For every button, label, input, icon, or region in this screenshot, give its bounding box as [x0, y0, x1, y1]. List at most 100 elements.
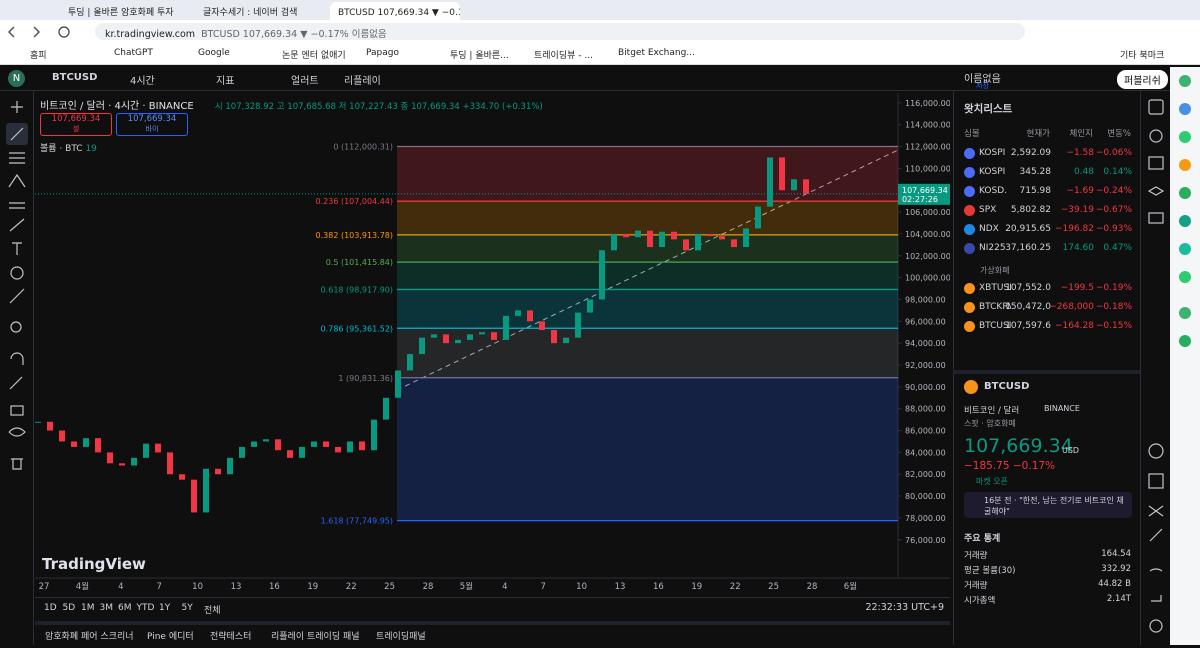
y-tick-label: 112,000.00: [905, 143, 950, 152]
bottom-tab[interactable]: 암호화폐 페어 스크리너: [45, 632, 134, 642]
url-field[interactable]: kr.tradingview.com BTCUSD 107,669.34 ▼ −…: [95, 23, 1025, 40]
watchlist-row[interactable]: NDX 20,915.65 −196.82 −0.93%: [954, 220, 1141, 239]
candle: [155, 443, 161, 453]
tool-icons[interactable]: [0, 91, 34, 481]
bottom-tab[interactable]: 트레이딩패널: [376, 632, 426, 642]
candle: [575, 312, 581, 338]
range-button[interactable]: 전체: [204, 606, 221, 616]
range-button[interactable]: 6M: [118, 603, 132, 613]
candle: [563, 337, 569, 344]
x-tick-label: 19: [691, 582, 702, 592]
stat-label: 평균 볼륨(30): [964, 566, 1016, 576]
publish[interactable]: 퍼블리쉬: [1117, 70, 1168, 89]
y-tick-label: 80,000.00: [905, 492, 946, 501]
bookmark[interactable]: 홈피: [30, 51, 47, 61]
tab[interactable]: BTCUSD 107,669.34 ▼ −0.17% 이름없음: [330, 2, 460, 20]
y-tick-label: 82,000.00: [905, 470, 946, 479]
bottom-tab[interactable]: Pine 에디터: [147, 632, 194, 642]
fib-label: 1 (90,831.36): [338, 374, 393, 383]
watchlist-row[interactable]: SPX 5,802.82 −39.19 −0.67%: [954, 201, 1141, 220]
sell-button[interactable]: 107,669.34 셀: [40, 113, 112, 136]
watchlist-row[interactable]: KOSD. 715.98 −1.69 −0.24%: [954, 182, 1141, 201]
price: 107,597.6: [1005, 321, 1051, 331]
bookmark[interactable]: Bitget Exchang...: [618, 48, 695, 58]
column-header: 변동%: [1107, 129, 1131, 139]
bookmark[interactable]: Papago: [366, 48, 399, 58]
symbol: NDX: [979, 224, 999, 234]
candle: [203, 468, 209, 513]
y-tick-label: 88,000.00: [905, 405, 946, 414]
range-button[interactable]: 5Y: [181, 603, 193, 613]
replay[interactable]: 리플레이: [344, 76, 381, 87]
symbol[interactable]: BTCUSD: [52, 72, 98, 83]
panel-price: 107,669.34: [964, 435, 1073, 457]
watchlist-row[interactable]: BTCKRV 150,472,0 −268,000 −0.18%: [954, 298, 1141, 317]
fib-zone: [397, 377, 898, 521]
bookmark[interactable]: Google: [198, 48, 230, 58]
bookmark[interactable]: 트레이딩뷰 - ...: [534, 51, 593, 61]
browser-sidebar: [1170, 67, 1200, 645]
candle: [383, 397, 389, 420]
watchlist-row[interactable]: NI225 37,160.25 174.60 0.47%: [954, 239, 1141, 258]
nav-buttons[interactable]: [6, 24, 86, 40]
watchlist-title[interactable]: 왓치리스트: [964, 103, 1013, 115]
candle: [671, 231, 677, 240]
fib-label: 0.5 (101,415.84): [326, 258, 393, 267]
bookmark[interactable]: 투딩 | 올바른...: [450, 51, 509, 61]
bottom-tab[interactable]: 전략테스터: [210, 632, 252, 642]
change: −164.28: [1054, 321, 1094, 331]
column-header: 체인지: [1069, 129, 1093, 139]
interval[interactable]: 4시간: [130, 76, 155, 87]
symbol: XBTUSI: [979, 283, 1011, 293]
watchlist-row[interactable]: KOSPI 345.28 0.48 0.14%: [954, 163, 1141, 182]
candle: [179, 474, 185, 480]
bookmarks-bar: 기타 북마크 홈피 ChatGPT Google 논문 엔터 없애기 Papago 투딩 …: [0, 43, 1200, 65]
y-tick-label: 94,000.00: [905, 339, 946, 348]
range-button[interactable]: 1Y: [159, 603, 171, 613]
watchlist-row[interactable]: XBTUSI 107,552.0 −199.5 −0.19%: [954, 279, 1141, 298]
indicators[interactable]: 지표: [216, 76, 235, 87]
buy-button[interactable]: 107,669.34 바이: [116, 113, 188, 136]
bookmark[interactable]: 논문 엔터 없애기: [282, 51, 346, 61]
tab[interactable]: 글자수세기 : 네이버 검색: [203, 8, 298, 18]
tab[interactable]: 투딩 | 올바른 암호화폐 투자: [68, 8, 174, 18]
range-button[interactable]: 5D: [62, 603, 76, 613]
x-tick-label: 25: [768, 582, 779, 592]
watchlist-row[interactable]: KOSPI 2,592.09 −1.58 −0.06%: [954, 144, 1141, 163]
x-tick-label: 27: [39, 582, 50, 592]
candle: [623, 233, 629, 238]
clock: 22:32:33 UTC+9: [865, 602, 944, 613]
stat-label: 거래량: [964, 551, 988, 561]
news[interactable]: 16분 전 · "한전, 남는 전기로 비트코인 채굴해야": [964, 492, 1132, 518]
layout-name[interactable]: 이름없음: [964, 74, 1001, 85]
bottom-tab[interactable]: 리플레이 트레이딩 패널: [271, 632, 360, 642]
range-button[interactable]: YTD: [136, 603, 155, 613]
last-price-box: [898, 183, 950, 205]
x-tick-label: 22: [346, 582, 357, 592]
bookmark[interactable]: ChatGPT: [114, 48, 153, 58]
y-tick-label: 100,000.00: [905, 274, 950, 283]
sidebar-icons[interactable]: [1170, 67, 1200, 367]
range-button[interactable]: 1D: [44, 603, 57, 613]
pct: 0.47%: [1103, 243, 1132, 253]
y-tick-label: 110,000.00: [905, 164, 950, 173]
candle: [611, 233, 617, 251]
panel-icons[interactable]: [1141, 91, 1171, 645]
price: 5,802.82: [1010, 205, 1051, 215]
candle: [119, 463, 125, 466]
candle: [215, 468, 221, 475]
watchlist-row[interactable]: BTCUSI 107,597.6 −164.28 −0.15%: [954, 317, 1141, 336]
range-button[interactable]: 1M: [81, 603, 95, 613]
bookmark[interactable]: 기타 북마크: [1120, 51, 1165, 61]
symbol-icon: [964, 302, 975, 313]
candle: [599, 250, 605, 300]
candle: [299, 446, 305, 458]
price: 20,915.65: [1005, 224, 1051, 234]
x-tick-label: 4: [502, 582, 507, 592]
panel-name: 비트코인 / 달러: [964, 406, 1020, 416]
alert[interactable]: 얼러트: [291, 76, 319, 87]
candle: [47, 421, 53, 431]
range-button[interactable]: 3M: [99, 603, 114, 613]
symbol-icon: [964, 283, 975, 294]
avatar[interactable]: N: [8, 70, 25, 87]
